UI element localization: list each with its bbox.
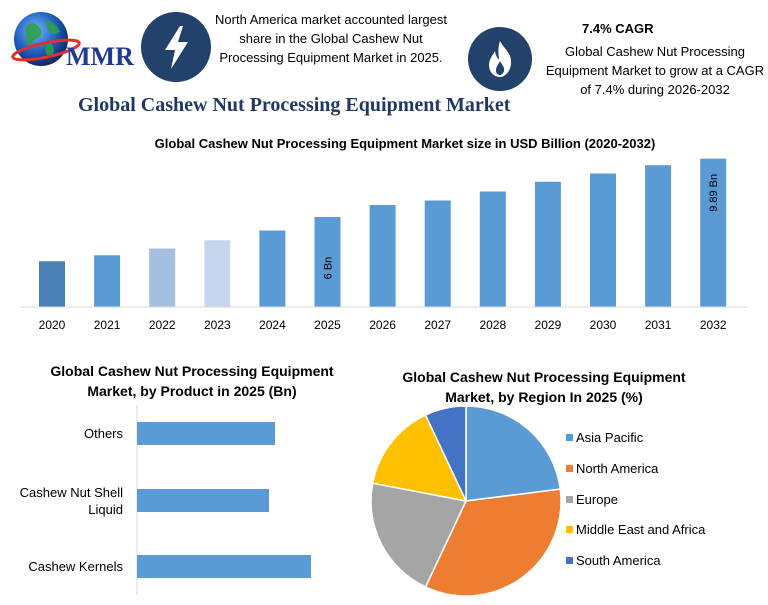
bar bbox=[700, 158, 727, 307]
bar-chart-title: Global Cashew Nut Processing Equipment M… bbox=[154, 136, 656, 151]
x-tick-label: 2031 bbox=[645, 318, 672, 332]
x-tick-label: 2029 bbox=[535, 318, 562, 332]
product-bar bbox=[137, 555, 311, 578]
legend-swatch bbox=[566, 496, 573, 503]
x-tick-label: 2021 bbox=[94, 318, 121, 332]
legend-swatch bbox=[566, 557, 573, 564]
info-right-text: Global Cashew Nut Processing Equipment M… bbox=[545, 44, 765, 97]
info-left-text: North America market accounted largest s… bbox=[215, 12, 447, 65]
legend-label: Europe bbox=[576, 492, 618, 507]
legend-label: Asia Pacific bbox=[576, 430, 644, 445]
bar bbox=[314, 217, 341, 307]
bar bbox=[645, 165, 672, 307]
legend-swatch bbox=[566, 434, 573, 441]
x-tick-label: 2028 bbox=[479, 318, 506, 332]
product-category-label: Others bbox=[83, 426, 123, 441]
bar bbox=[204, 240, 231, 307]
bar bbox=[149, 248, 176, 307]
main-title: Global Cashew Nut Processing Equipment M… bbox=[78, 94, 511, 116]
x-tick-label: 2020 bbox=[39, 318, 66, 332]
bar bbox=[424, 200, 451, 307]
x-tick-label: 2027 bbox=[424, 318, 451, 332]
product-bar bbox=[137, 422, 275, 445]
bar bbox=[94, 255, 121, 307]
cagr-title: 7.4% CAGR bbox=[582, 21, 654, 36]
legend-swatch bbox=[566, 526, 573, 533]
bar bbox=[590, 173, 616, 307]
flame-icon bbox=[468, 27, 532, 91]
product-category-label: Cashew Nut Shell Liquid bbox=[19, 485, 123, 517]
legend-swatch bbox=[566, 465, 573, 472]
legend-label: Middle East and Africa bbox=[576, 522, 706, 537]
market-size-bar-chart: 2020 2021 2022 2023 2024 2025 6 Bn 2026 2027 2028… bbox=[20, 158, 748, 332]
pie-slice bbox=[465, 405, 562, 502]
bar-data-label: 6 Bn bbox=[323, 257, 335, 280]
product-bar-chart bbox=[136, 405, 311, 595]
bar bbox=[534, 181, 561, 307]
x-tick-label: 2032 bbox=[700, 318, 727, 332]
bar bbox=[369, 205, 396, 307]
globe-icon bbox=[11, 12, 81, 66]
x-tick-label: 2024 bbox=[259, 318, 286, 332]
x-tick-label: 2022 bbox=[149, 318, 176, 332]
mmr-logo: MMR bbox=[8, 6, 138, 76]
logo-text: MMR bbox=[66, 42, 134, 71]
pie-slice bbox=[371, 414, 468, 503]
product-category-label: Cashew Kernels bbox=[28, 559, 123, 574]
pie-slice bbox=[370, 482, 468, 588]
bar-data-label: 9.89 Bn bbox=[708, 174, 720, 212]
bar bbox=[39, 261, 65, 307]
legend-label: South America bbox=[576, 553, 661, 568]
product-bar bbox=[137, 489, 269, 512]
bar bbox=[479, 191, 506, 307]
legend-label: North America bbox=[576, 461, 659, 476]
x-tick-label: 2030 bbox=[590, 318, 617, 332]
x-tick-label: 2026 bbox=[369, 318, 396, 332]
region-chart-title: Global Cashew Nut Processing Equipment M… bbox=[402, 369, 686, 405]
product-chart-title: Global Cashew Nut Processing Equipment M… bbox=[50, 363, 334, 399]
bar bbox=[259, 230, 286, 307]
x-tick-label: 2025 bbox=[314, 318, 341, 332]
region-pie-chart bbox=[370, 405, 562, 597]
lightning-bolt-icon bbox=[141, 12, 211, 82]
pie-slice bbox=[424, 405, 467, 502]
x-tick-label: 2023 bbox=[204, 318, 231, 332]
